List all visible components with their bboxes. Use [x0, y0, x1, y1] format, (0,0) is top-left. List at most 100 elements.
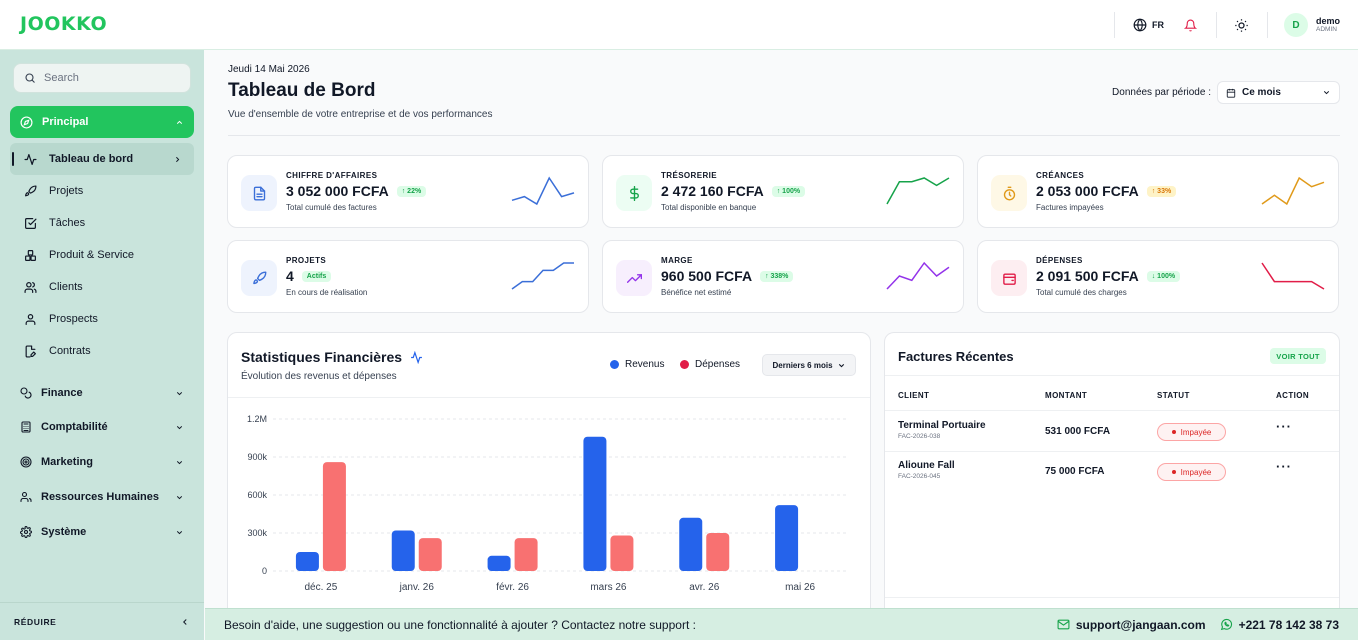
nav-group-finance[interactable]: Finance [10, 378, 194, 408]
row-actions-button[interactable]: ··· [1276, 419, 1292, 434]
view-all-button[interactable]: VOIR TOUT [1270, 348, 1326, 364]
range-select[interactable]: Derniers 6 mois [762, 354, 856, 376]
theme-toggle-button[interactable] [1229, 12, 1255, 38]
status-badge: Impayée [1157, 423, 1226, 441]
bar-revenus[interactable] [583, 436, 607, 571]
kpi-sparkline [886, 261, 950, 290]
sidebar-item-label: Produit & Service [49, 249, 134, 261]
bar-revenus[interactable] [391, 530, 415, 571]
period-select[interactable]: Ce mois [1217, 81, 1340, 104]
sidebar-item-label: Tâches [49, 217, 86, 229]
sidebar: Search Principal Tableau de bord Projets T… [0, 50, 204, 640]
divider [885, 410, 1339, 411]
kpi-badge: ↑ 100% [771, 185, 806, 197]
kpi-card[interactable]: DÉPENSES 2 091 500 FCFA ↓ 100% Total cumulé… [977, 240, 1339, 313]
sparkline-path [1261, 262, 1325, 290]
kpi-label: TRÉSORERIE [661, 171, 718, 180]
kpi-icon-box [616, 260, 652, 296]
principal-subnav: Tableau de bord Projets Tâches Produit & Se… [10, 143, 194, 367]
kpi-card[interactable]: TRÉSORERIE 2 472 160 FCFA ↑ 100% Total disp… [602, 155, 964, 228]
y-tick-label: 1.2M [247, 414, 267, 424]
kpi-badge: ↑ 22% [396, 185, 427, 197]
bar-revenus[interactable] [487, 555, 511, 571]
bar-dépenses[interactable] [706, 533, 730, 571]
mail-icon [1057, 619, 1070, 630]
legend-depenses: Dépenses [680, 359, 740, 370]
collapse-sidebar-button[interactable]: RÉDUIRE [0, 602, 204, 640]
bar-revenus[interactable] [679, 517, 703, 571]
status-dot [1171, 470, 1176, 474]
bar-dépenses[interactable] [418, 538, 442, 571]
sidebar-item-t-ches[interactable]: Tâches [10, 207, 194, 239]
chevron-down-icon [176, 530, 183, 534]
app-logo[interactable]: JOOKKO [20, 13, 108, 35]
kpi-card[interactable]: PROJETS 4 Actifs En cours de réalisation [227, 240, 589, 313]
kpi-subtitle: Bénéfice net estimé [661, 288, 732, 297]
bar-dépenses[interactable] [514, 538, 538, 571]
sidebar-item-projets[interactable]: Projets [10, 175, 194, 207]
sidebar-item-prospects[interactable]: Prospects [10, 303, 194, 335]
kpi-badge: ↑ 338% [760, 270, 794, 282]
file-edit-icon [25, 344, 36, 358]
rocket-icon [252, 271, 266, 284]
kpi-card[interactable]: MARGE 960 500 FCFA ↑ 338% Bénéfice net esti… [602, 240, 964, 313]
kpi-subtitle: Factures impayées [1036, 203, 1104, 212]
sparkline-path [511, 262, 574, 290]
kpi-sparkline [511, 262, 574, 290]
top-right-actions: FR D demo ADMIN [1102, 0, 1340, 50]
bar-dépenses[interactable] [610, 535, 634, 571]
kpi-subtitle: Total cumulé des charges [1036, 288, 1127, 297]
page-subtitle: Vue d'ensemble de votre entreprise et de… [228, 109, 493, 120]
kpi-card[interactable]: CHIFFRE D'AFFAIRES 3 052 000 FCFA ↑ 22% Tot… [227, 155, 589, 228]
sidebar-item-tableau-de-bord[interactable]: Tableau de bord [10, 143, 194, 175]
kpi-sparkline [886, 177, 950, 205]
support-contacts: support@jangaan.com +221 78 142 38 73 [1057, 618, 1339, 632]
legend-label: Dépenses [695, 359, 741, 370]
row-actions-button[interactable]: ··· [1276, 459, 1292, 474]
sparkline-path [886, 177, 950, 205]
user-icon [25, 313, 36, 325]
user-menu[interactable]: D demo ADMIN [1280, 13, 1340, 37]
sidebar-item-produit-service[interactable]: Produit & Service [10, 239, 194, 271]
kpi-sparkline [1261, 176, 1325, 206]
y-tick-label: 600k [247, 490, 267, 500]
status-badge: Impayée [1157, 463, 1226, 481]
chevron-down-icon [838, 363, 844, 367]
nav-group-comptabilit-[interactable]: Comptabilité [10, 412, 194, 442]
period-filter: Données par période : Ce mois [1112, 81, 1340, 104]
notifications-button[interactable] [1178, 12, 1204, 38]
nav-group-label: Ressources Humaines [41, 491, 159, 503]
invoice-ref: FAC-2026-038 [898, 433, 941, 440]
trending-up-icon [626, 273, 642, 283]
sidebar-item-clients[interactable]: Clients [10, 271, 194, 303]
support-email-link[interactable]: support@jangaan.com [1057, 618, 1206, 632]
search-box[interactable]: Search [13, 63, 191, 93]
bar-dépenses[interactable] [322, 462, 346, 571]
stats-title-text: Statistiques Financières [241, 349, 403, 365]
kpi-value: 960 500 FCFA [661, 268, 753, 284]
nav-group-marketing[interactable]: Marketing [10, 447, 194, 477]
search-input[interactable]: Search [44, 72, 79, 84]
chevron-right-icon [176, 156, 180, 162]
support-phone-link[interactable]: +221 78 142 38 73 [1220, 618, 1339, 632]
nav-group-syst-me[interactable]: Système [10, 517, 194, 547]
nav-group-principal[interactable]: Principal [10, 106, 194, 138]
activity-icon [24, 153, 37, 165]
nav-group-ressources-humaines[interactable]: Ressources Humaines [10, 482, 194, 512]
whatsapp-icon [1220, 618, 1232, 631]
bar-revenus[interactable] [775, 505, 799, 571]
language-switcher[interactable]: FR [1127, 18, 1170, 32]
current-date: Jeudi 14 Mai 2026 [228, 64, 310, 75]
legend-dot [610, 360, 619, 369]
chevron-down-icon [176, 495, 183, 499]
bar-revenus[interactable] [295, 552, 319, 571]
x-tick-label: mars 26 [590, 582, 627, 593]
kpi-value-row: 2 053 000 FCFA ↑ 33% [1036, 183, 1177, 199]
sidebar-item-contrats[interactable]: Contrats [10, 335, 194, 367]
status-text: Impayée [1180, 427, 1212, 437]
bell-icon [1184, 19, 1198, 31]
y-tick-label: 300k [247, 528, 267, 538]
support-text: Besoin d'aide, une suggestion ou une fon… [224, 617, 696, 632]
kpi-card[interactable]: CRÉANCES 2 053 000 FCFA ↑ 33% Factures impa… [977, 155, 1339, 228]
kpi-value: 3 052 000 FCFA [286, 183, 389, 199]
